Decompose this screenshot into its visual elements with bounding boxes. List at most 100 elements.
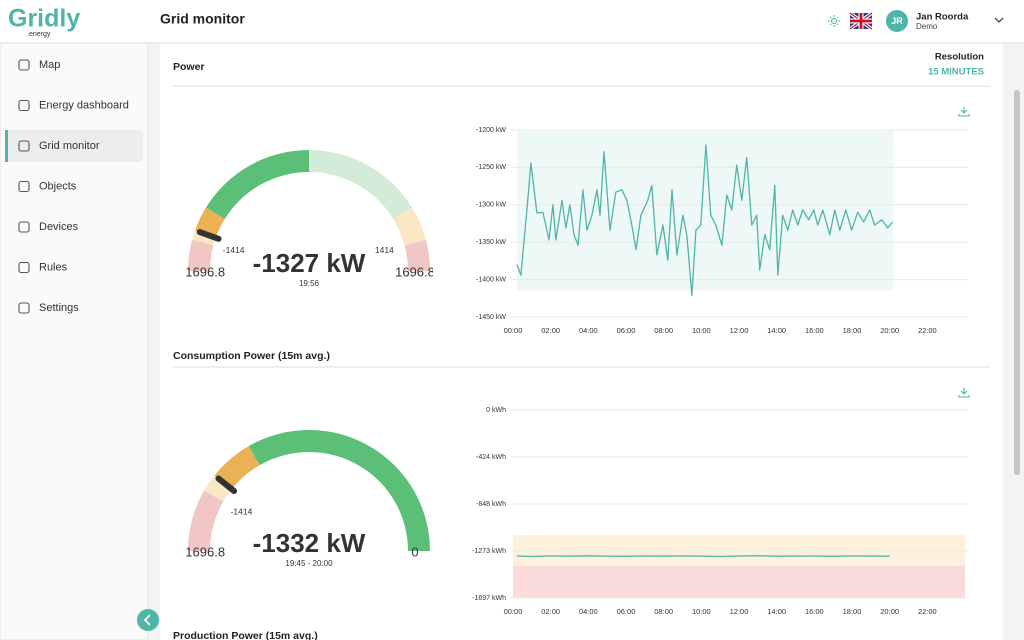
avatar[interactable] [886,10,908,32]
main-content: Power Resolution 15 MINUTES -1696.8 -1414 141… [173,52,990,640]
x-tick-label: 18:00 [843,607,862,616]
panel-title: Consumption Power (15m avg.) [173,350,330,362]
nav-icon [18,59,30,71]
gauge-tick-label: -1696.8 [181,544,225,559]
gauge-zone [248,430,430,551]
x-tick-label: 16:00 [805,326,824,335]
panel: Power Resolution 15 MINUTES -1696.8 -1414 141… [173,52,990,335]
nav-label: Grid monitor [39,140,100,152]
gauge-zone [309,150,412,220]
chart: 0 kWh -424 kWh -848 kWh -1273 kWh -1697 kWh 0… [472,407,968,616]
y-tick-label: -1273 kWh [472,548,506,555]
user-name[interactable]: Jan Roorda [916,12,969,23]
chart: -1200 kW -1250 kW -1300 kW -1350 kW -1400 kW… [476,127,968,335]
gauge-value: -1327 kW [253,248,366,278]
gauge-zone [214,446,260,490]
chart-band [513,565,965,598]
y-tick-label: -1350 kW [476,239,506,246]
download-icon [958,107,970,117]
panel: Consumption Power (15m avg.) -1696.8 -1414… [173,350,990,616]
x-tick-label: 18:00 [843,326,862,335]
theme-toggle[interactable] [828,15,840,27]
gauge-zone [188,239,214,271]
x-tick-label: 04:00 [579,326,598,335]
y-tick-label: -1400 kW [476,276,506,283]
x-tick-label: 20:00 [880,326,899,335]
gauge-tick-label: -1414 [223,245,245,255]
x-tick-label: 14:00 [767,607,786,616]
avatar-initials: JR [891,16,903,26]
x-tick-label: 00:00 [504,326,523,335]
nav-label: Energy dashboard [39,99,129,111]
x-tick-label: 14:00 [767,326,786,335]
x-tick-label: 10:00 [692,326,711,335]
resolution-label: Resolution [935,52,984,63]
y-tick-label: -1300 kW [476,202,506,209]
x-tick-label: 08:00 [654,326,673,335]
nav-item[interactable]: Devices [18,221,79,233]
chart-band [513,534,965,566]
logo[interactable]: Gridly [8,5,80,33]
y-tick-label: -1450 kW [476,314,506,321]
y-tick-label: -1250 kW [476,164,506,171]
page-title: Grid monitor [160,11,245,27]
nav-item[interactable]: Rules [18,261,68,274]
gauge-zone [206,150,309,220]
nav-item[interactable]: Grid monitor [5,130,143,162]
gauge-zone [188,490,224,551]
x-tick-label: 04:00 [579,607,598,616]
gauge-tick-label: 1696.8 [395,264,435,279]
y-tick-label: -424 kWh [476,454,506,461]
nav-item[interactable]: Map [18,59,60,71]
gauge-tick-label: -1696.8 [181,264,225,279]
x-tick-label: 10:00 [692,607,711,616]
panel-title: Power [173,61,205,73]
logo-suffix: .energy [27,31,51,38]
gauge-needle [196,229,222,242]
nav-label: Objects [39,180,77,192]
nav-label: Devices [39,221,79,233]
y-tick-label: -1200 kW [476,127,506,134]
scrollbar[interactable] [1014,90,1020,475]
nav-item[interactable]: Settings [18,302,79,314]
gauge-tick-label: -1414 [231,506,253,516]
nav-icon [18,302,30,314]
collapse-button[interactable] [137,609,159,631]
language-flag[interactable] [848,11,874,31]
y-tick-label: -848 kWh [476,501,506,508]
resolution-value[interactable]: 15 MINUTES [928,67,984,78]
y-tick-label: 0 kWh [486,407,506,414]
sidebar-items: Map Energy dashboard Grid monitor Objects De… [5,59,143,314]
x-tick-label: 00:00 [504,607,523,616]
gauge-zone [204,475,232,502]
nav-item-active-bar [5,130,8,162]
download-button[interactable] [958,388,970,398]
gauge-needle [215,475,238,494]
user-menu-chevron[interactable] [994,17,1004,23]
panel: Production Power (15m avg.) [173,630,318,640]
x-tick-label: 16:00 [805,607,824,616]
x-tick-label: 02:00 [541,607,560,616]
download-icon [958,388,970,398]
nav-icon [18,99,30,112]
nav-item[interactable]: Energy dashboard [18,99,129,112]
nav-icon [18,221,30,233]
nav-label: Rules [39,261,68,273]
line-series [516,555,890,558]
gauge-time: 19:56 [299,279,320,288]
nav-icon [18,261,30,274]
collapse-icon [143,614,151,626]
gauge-value: -1332 kW [253,528,366,558]
x-tick-label: 12:00 [730,326,749,335]
x-tick-label: 06:00 [617,326,636,335]
download-button[interactable] [958,107,970,117]
user-role: Demo [916,22,938,31]
nav-icon [18,180,30,193]
gauge-tick-label: 1414 [375,245,394,255]
y-tick-label: -1697 kWh [472,595,506,602]
gauge-time: 19:45 - 20:00 [285,559,333,568]
nav-item[interactable]: Objects [18,180,77,193]
